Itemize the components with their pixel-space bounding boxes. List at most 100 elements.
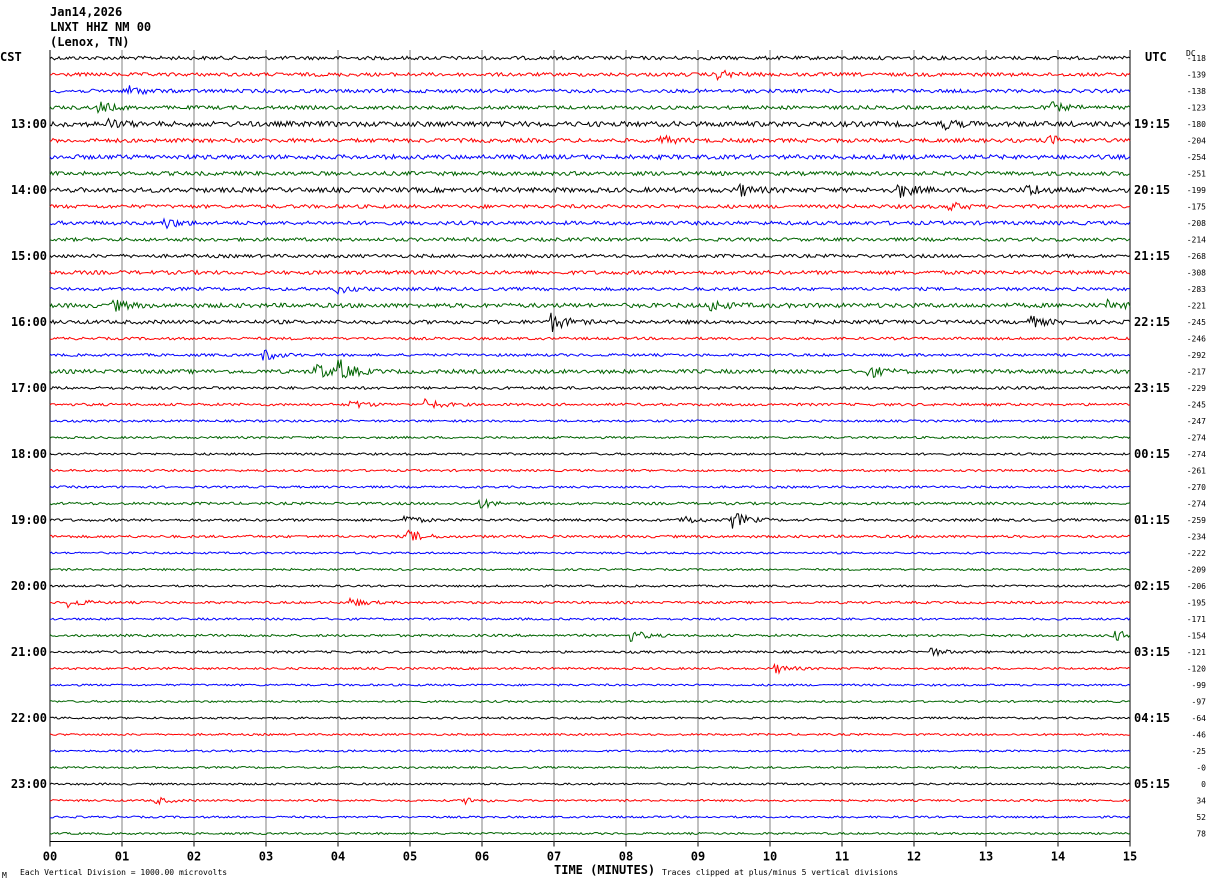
- x-tick-label: 05: [403, 850, 417, 864]
- trace-line: [49, 286, 1131, 296]
- x-tick-label: 07: [547, 850, 561, 864]
- trace-line: [49, 782, 1131, 786]
- dc-column-header: DC: [1186, 49, 1196, 58]
- dc-offset-label: -138: [1187, 87, 1206, 96]
- trace-line: [49, 134, 1131, 146]
- right-hour-label: 22:15: [1134, 315, 1170, 329]
- trace-line: [49, 551, 1131, 555]
- dc-offset-label: -64: [1192, 714, 1207, 723]
- x-tick-label: 15: [1123, 850, 1137, 864]
- trace-line: [49, 529, 1131, 541]
- dc-offset-label: -154: [1187, 632, 1206, 641]
- trace-line: [49, 452, 1131, 456]
- left-hour-label: 18:00: [11, 447, 47, 461]
- right-hour-label: 05:15: [1134, 777, 1170, 791]
- trace-line: [49, 513, 1131, 529]
- dc-offset-label: -268: [1187, 252, 1206, 261]
- trace-line: [49, 182, 1131, 198]
- dc-offset-label: -274: [1187, 434, 1206, 443]
- right-hour-label: 20:15: [1134, 183, 1170, 197]
- dc-offset-label: -246: [1187, 335, 1206, 344]
- x-tick-label: 03: [259, 850, 273, 864]
- trace-line: [49, 647, 1131, 658]
- x-tick-label: 13: [979, 850, 993, 864]
- trace-line: [49, 54, 1131, 61]
- x-tick-label: 08: [619, 850, 633, 864]
- trace-line: [49, 567, 1131, 572]
- left-hour-label: 22:00: [11, 711, 47, 725]
- trace-line: [49, 435, 1131, 440]
- trace-line: [49, 253, 1131, 259]
- trace-line: [49, 385, 1131, 391]
- dc-offset-label: -245: [1187, 318, 1206, 327]
- dc-offset-label: -118: [1187, 54, 1206, 63]
- trace-line: [49, 217, 1131, 230]
- left-hour-label: 16:00: [11, 315, 47, 329]
- trace-line: [49, 312, 1131, 332]
- x-tick-label: 10: [763, 850, 777, 864]
- dc-offset-label: -308: [1187, 269, 1206, 278]
- x-tick-label: 01: [115, 850, 129, 864]
- dc-offset-label: -99: [1192, 681, 1207, 690]
- trace-line: [49, 716, 1131, 720]
- dc-offset-label: -0: [1196, 764, 1206, 773]
- trace-line: [49, 236, 1131, 243]
- x-tick-label: 12: [907, 850, 921, 864]
- left-hour-label: 20:00: [11, 579, 47, 593]
- trace-line: [49, 584, 1131, 588]
- dc-offset-label: -195: [1187, 599, 1206, 608]
- trace-line: [49, 269, 1131, 276]
- dc-offset-label: -171: [1187, 615, 1206, 624]
- trace-line: [49, 85, 1131, 96]
- trace-line: [49, 336, 1131, 341]
- trace-line: [49, 298, 1131, 312]
- dc-offset-label: -121: [1187, 648, 1206, 657]
- right-hour-label: 21:15: [1134, 249, 1170, 263]
- trace-line: [49, 617, 1131, 621]
- dc-offset-label: -245: [1187, 401, 1206, 410]
- dc-offset-label: -199: [1187, 186, 1206, 195]
- right-hour-label: 04:15: [1134, 711, 1170, 725]
- left-hour-label: 13:00: [11, 117, 47, 131]
- left-hour-label: 14:00: [11, 183, 47, 197]
- trace-line: [49, 485, 1131, 489]
- trace-line: [49, 596, 1131, 609]
- x-tick-label: 00: [43, 850, 57, 864]
- right-hour-label: 19:15: [1134, 117, 1170, 131]
- x-tick-label: 04: [331, 850, 345, 864]
- left-hour-label: 23:00: [11, 777, 47, 791]
- dc-offset-label: -209: [1187, 566, 1206, 575]
- dc-offset-label: -222: [1187, 549, 1206, 558]
- left-timezone-label: CST: [0, 50, 22, 64]
- dc-offset-label: -139: [1187, 71, 1206, 80]
- dc-offset-label: -261: [1187, 467, 1206, 476]
- trace-line: [49, 815, 1131, 819]
- dc-offset-label: -206: [1187, 582, 1206, 591]
- dc-offset-label: -274: [1187, 450, 1206, 459]
- trace-line: [49, 468, 1131, 473]
- right-timezone-label: UTC: [1145, 50, 1167, 64]
- trace-line: [49, 419, 1131, 423]
- dc-offset-label: -180: [1187, 120, 1206, 129]
- trace-line: [49, 732, 1131, 737]
- dc-offset-label: -234: [1187, 533, 1206, 542]
- trace-line: [50, 699, 1131, 704]
- dc-offset-label: -175: [1187, 203, 1206, 212]
- right-hour-label: 01:15: [1134, 513, 1170, 527]
- dc-offset-label: -208: [1187, 219, 1206, 228]
- dc-offset-label: -204: [1187, 137, 1206, 146]
- dc-offset-label: -247: [1187, 417, 1206, 426]
- left-hour-label: 21:00: [11, 645, 47, 659]
- dc-offset-label: -46: [1192, 731, 1207, 740]
- trace-line: [50, 662, 1131, 675]
- trace-line: [49, 765, 1131, 770]
- trace-line: [49, 397, 1131, 410]
- dc-offset-label: -251: [1187, 170, 1206, 179]
- x-tick-label: 11: [835, 850, 849, 864]
- trace-line: [49, 749, 1131, 753]
- x-axis-title: TIME (MINUTES): [554, 863, 656, 877]
- dc-offset-label: -292: [1187, 351, 1206, 360]
- dc-offset-label: -254: [1187, 153, 1206, 162]
- dc-offset-label: 52: [1196, 813, 1206, 822]
- right-hour-label: 00:15: [1134, 447, 1170, 461]
